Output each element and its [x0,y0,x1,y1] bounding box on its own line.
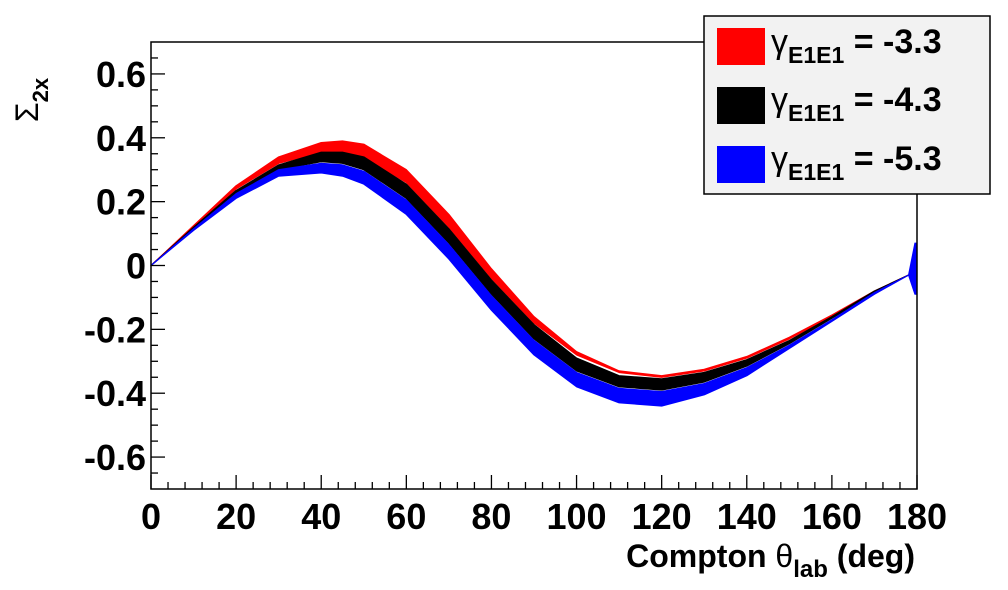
y-tick-label: 0.4 [96,118,146,159]
x-axis-main: Compton [626,538,775,574]
x-axis-unit: (deg) [828,538,915,574]
x-tick-label: 180 [887,496,947,537]
y-tick-label: 0.2 [96,182,146,223]
legend-swatch-blue [717,146,765,183]
x-tick-label: 160 [802,496,862,537]
x-axis-title: Compton θlab (deg) [626,538,915,583]
series-layer [150,140,918,407]
legend-entry-red: γE1E1 = -3.3 [771,23,942,68]
x-tick-label: 40 [301,496,341,537]
labels-layer: 0 20 40 60 80 100 120 140 160 180 -0.6 -0.4 -0.2 0 0.2… [84,54,947,537]
legend-subscript: E1E1 [788,42,844,68]
y-tick-label: -0.4 [84,373,146,414]
y-tick-label: 0.6 [96,54,146,95]
y-tick-label: -0.6 [84,437,146,478]
legend-subscript: E1E1 [788,100,844,126]
y-axis-title: Σ2x [9,77,53,122]
legend-swatch-red [717,28,765,65]
legend-value: = -3.3 [844,23,941,61]
y-axis-subscript: 2x [28,77,53,102]
legend-value: = -4.3 [844,81,941,119]
x-tick-label: 60 [386,496,426,537]
x-tick-label: 20 [216,496,256,537]
legend-swatch-black [717,87,765,124]
x-tick-label: 140 [717,496,777,537]
x-tick-label: 120 [632,496,692,537]
x-axis-symbol: θ [775,538,793,574]
y-tick-label: -0.2 [84,309,146,350]
x-axis-subscript: lab [793,556,828,583]
x-tick-label: 80 [471,496,511,537]
y-tick-label: 0 [126,246,146,287]
legend-gamma: γ [771,81,788,119]
legend-subscript: E1E1 [788,159,844,185]
endpoint-spike [907,242,918,295]
x-tick-label: 100 [547,496,607,537]
x-tick-label: 0 [141,496,161,537]
ticks-layer [150,57,918,489]
legend: γE1E1 = -3.3 γE1E1 = -4.3 γE1E1 = -5.3 [703,15,991,195]
legend-entry-black: γE1E1 = -4.3 [771,81,942,126]
legend-gamma: γ [771,23,788,61]
legend-gamma: γ [771,140,788,178]
y-axis-symbol: Σ [9,102,45,122]
legend-value: = -5.3 [844,140,941,178]
legend-entry-blue: γE1E1 = -5.3 [771,140,942,185]
series-band-2 [150,162,910,407]
